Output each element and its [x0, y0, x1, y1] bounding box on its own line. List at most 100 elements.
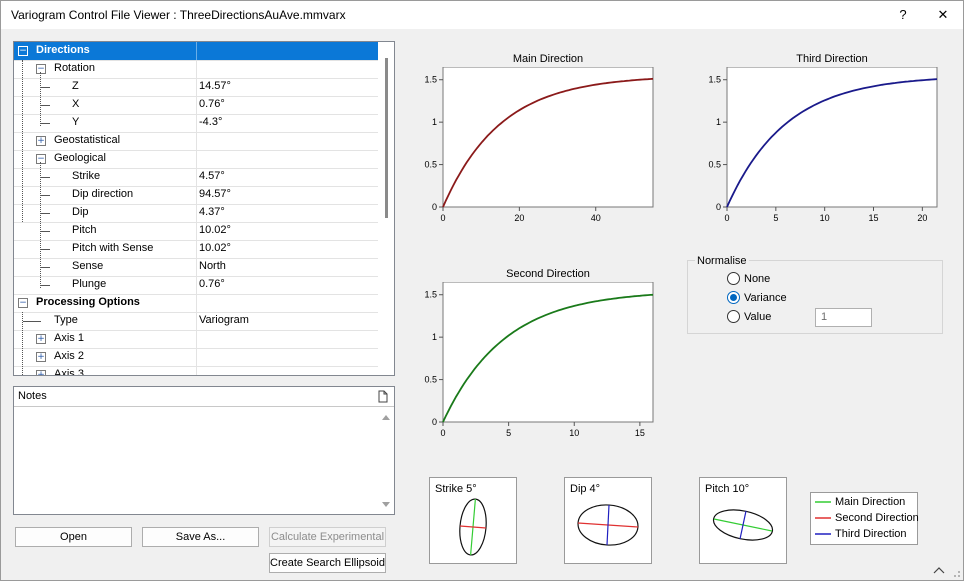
- expand-icon[interactable]: +: [36, 136, 46, 146]
- variogram-curve: [442, 77, 654, 208]
- tree-value[interactable]: 10.02°: [199, 224, 231, 236]
- tree-label: Rotation: [54, 62, 95, 74]
- tree-row-pitch-with-sense[interactable]: Pitch with Sense 10.02°: [14, 240, 378, 259]
- x-tick-label: 20: [917, 213, 927, 223]
- tree-row-axis-1[interactable]: + Axis 1: [14, 330, 378, 349]
- y-tick-label: 0.5: [424, 160, 437, 170]
- tree-row-geological[interactable]: − Geological: [14, 150, 378, 169]
- tree-label: Axis 3: [54, 368, 84, 376]
- notes-textarea[interactable]: [14, 407, 376, 511]
- tree-guide-line: [41, 285, 50, 286]
- tree-value[interactable]: Variogram: [199, 314, 249, 326]
- expand-icon[interactable]: +: [36, 334, 46, 344]
- open-button[interactable]: Open: [15, 527, 132, 547]
- create-search-ellipsoid-button[interactable]: Create Search Ellipsoid: [269, 553, 386, 573]
- collapse-icon[interactable]: −: [18, 298, 28, 308]
- tree-label: X: [72, 98, 80, 110]
- save-as-button[interactable]: Save As...: [142, 527, 259, 547]
- tree-value[interactable]: 94.57°: [199, 188, 231, 200]
- tree-value[interactable]: 0.76°: [199, 98, 225, 110]
- tree-label: Z: [72, 80, 79, 92]
- third-direction-chart: 0 0.5 1 1.5 0 5 10 15 20: [708, 67, 938, 223]
- direction-legend: Main Direction Second Direction Third Di…: [810, 492, 919, 545]
- legend-second: Second Direction: [835, 512, 919, 524]
- x-tick-label: 10: [569, 428, 579, 438]
- dip-ellipse-label: Dip 4°: [570, 483, 601, 495]
- strike-ellipse-label: Strike 5°: [435, 483, 477, 495]
- tree-label: Dip: [72, 206, 89, 218]
- tree-value[interactable]: 0.76°: [199, 278, 225, 290]
- collapse-icon[interactable]: −: [36, 154, 46, 164]
- scroll-arrows-icon: [382, 415, 390, 507]
- help-button[interactable]: ?: [899, 7, 907, 22]
- x-tick-label: 0: [440, 428, 445, 438]
- tree-value[interactable]: 4.57°: [199, 170, 225, 182]
- tree-row-type[interactable]: Type Variogram: [14, 312, 378, 331]
- tree-row-z[interactable]: Z 14.57°: [14, 78, 378, 97]
- plot-area: [442, 67, 654, 208]
- tree-row-geostatistical[interactable]: + Geostatistical: [14, 132, 378, 151]
- notes-scrollbar[interactable]: [379, 407, 393, 513]
- tree-row-sense[interactable]: Sense North: [14, 258, 378, 277]
- plot-area: [726, 67, 938, 208]
- tree-guide-line: [41, 123, 50, 124]
- legend-third: Third Direction: [835, 528, 907, 540]
- tree-scrollbar-thumb[interactable]: [385, 58, 388, 218]
- radio-value[interactable]: [727, 310, 740, 323]
- tree-value[interactable]: -4.3°: [199, 116, 223, 128]
- tree-value[interactable]: 14.57°: [199, 80, 231, 92]
- tree-label: Axis 2: [54, 350, 84, 362]
- tree-row-strike[interactable]: Strike 4.57°: [14, 168, 378, 187]
- notes-label: Notes: [18, 390, 47, 402]
- pitch-ellipse-label: Pitch 10°: [705, 483, 750, 495]
- tree-value[interactable]: North: [199, 260, 226, 272]
- tree-value[interactable]: 10.02°: [199, 242, 231, 254]
- tree-guide-line: [40, 162, 41, 288]
- expand-icon[interactable]: +: [36, 352, 46, 362]
- close-button[interactable]: ✕: [937, 7, 949, 22]
- x-tick-label: 20: [514, 213, 524, 223]
- tree-row-dip-direction[interactable]: Dip direction 94.57°: [14, 186, 378, 205]
- new-document-icon[interactable]: [378, 390, 388, 403]
- tree-guide-line: [41, 195, 50, 196]
- resize-grip-icon[interactable]: [951, 568, 961, 578]
- tree-scrollbar[interactable]: [381, 42, 393, 375]
- second-direction-chart: 0 0.5 1 1.5 0 5 10 15: [424, 282, 654, 438]
- radio-none[interactable]: [727, 272, 740, 285]
- value-input-text: 1: [821, 311, 828, 323]
- tree-row-pitch[interactable]: Pitch 10.02°: [14, 222, 378, 241]
- tree-row-x[interactable]: X 0.76°: [14, 96, 378, 115]
- tree-guide-line: [41, 105, 50, 106]
- calculate-experimental-button[interactable]: Calculate Experimental: [269, 527, 386, 547]
- y-tick-label: 1: [432, 332, 437, 342]
- tree-row-processing-options[interactable]: − Processing Options: [14, 294, 378, 313]
- tree-row-axis-2[interactable]: + Axis 2: [14, 348, 378, 367]
- tree-label: Geostatistical: [54, 134, 121, 146]
- properties-tree[interactable]: − Directions − Rotation Z 14.57° X 0.76°…: [13, 41, 395, 376]
- normalise-label: Normalise: [695, 255, 749, 267]
- variogram-curve: [726, 78, 938, 208]
- tree-label: Strike: [72, 170, 101, 182]
- chart-title-third: Third Direction: [796, 53, 868, 65]
- collapse-icon[interactable]: −: [18, 46, 28, 56]
- tree-row-directions[interactable]: − Directions: [14, 42, 378, 61]
- legend-main: Main Direction: [835, 496, 906, 508]
- tree-row-plunge[interactable]: Plunge 0.76°: [14, 276, 378, 295]
- tree-row-rotation[interactable]: − Rotation: [14, 60, 378, 79]
- x-tick-label: 40: [591, 213, 601, 223]
- y-tick-label: 1: [716, 117, 721, 127]
- tree-row-axis-3[interactable]: + Axis 3: [14, 366, 378, 376]
- radio-variance[interactable]: [727, 291, 740, 304]
- tree-label: Plunge: [72, 278, 107, 290]
- collapse-up-icon[interactable]: [933, 566, 945, 574]
- tree-label: Sense: [72, 260, 104, 272]
- tree-row-y[interactable]: Y -4.3°: [14, 114, 378, 133]
- tree-guide-line: [41, 231, 50, 232]
- tree-value[interactable]: 4.37°: [199, 206, 225, 218]
- expand-icon[interactable]: +: [36, 370, 46, 375]
- tree-row-dip[interactable]: Dip 4.37°: [14, 204, 378, 223]
- value-input[interactable]: 1: [815, 308, 872, 327]
- collapse-icon[interactable]: −: [36, 64, 46, 74]
- y-tick-label: 1: [432, 117, 437, 127]
